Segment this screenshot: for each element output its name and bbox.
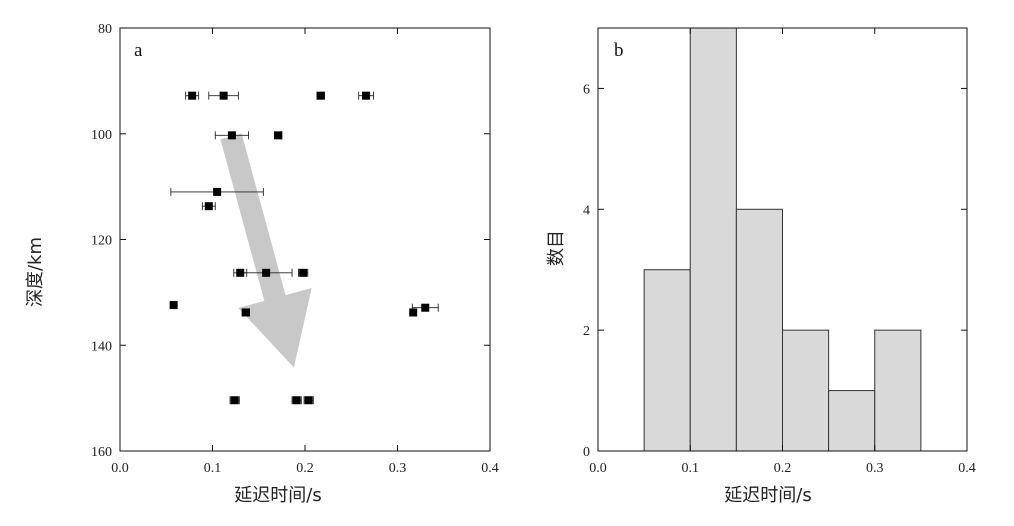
data-point bbox=[227, 131, 236, 140]
data-point bbox=[219, 91, 228, 100]
panel-a-label: a bbox=[134, 40, 143, 61]
histogram-bar bbox=[735, 208, 783, 452]
panel-a-scatter: 0.0 0.1 0.2 0.3 0.4 80 100 120 140 160 a 延迟时间/s 深… bbox=[25, 22, 499, 506]
data-point bbox=[262, 268, 271, 277]
x-tick-label: 0.1 bbox=[682, 461, 700, 476]
x-tick-label: 0.4 bbox=[958, 461, 976, 476]
y-tick-label: 0 bbox=[583, 445, 590, 460]
histogram-bar bbox=[782, 329, 830, 452]
panel-a-points bbox=[169, 91, 430, 405]
data-point bbox=[304, 396, 313, 405]
x-tick-label: 0.2 bbox=[296, 461, 314, 476]
panel-b-x-axis-title: 延迟时间/s bbox=[724, 485, 811, 506]
panel-b-y-axis-title: 数目 bbox=[546, 230, 567, 266]
histogram-bar bbox=[874, 329, 922, 452]
y-tick-label: 80 bbox=[98, 22, 112, 37]
data-point bbox=[299, 268, 308, 277]
panel-b-histogram: 0.0 0.1 0.2 0.3 0.4 0 2 4 6 b 延迟时间/s 数目 bbox=[546, 27, 976, 506]
panel-a-errorbars bbox=[170, 91, 439, 405]
data-point bbox=[362, 91, 371, 100]
panel-b-label: b bbox=[614, 40, 624, 61]
x-tick-label: 0.0 bbox=[589, 461, 607, 476]
data-point bbox=[409, 308, 418, 317]
data-point bbox=[169, 301, 178, 310]
data-point bbox=[316, 91, 325, 100]
panel-b-bars bbox=[643, 27, 922, 452]
x-tick-label: 0.4 bbox=[481, 461, 499, 476]
histogram-bar bbox=[689, 27, 737, 452]
data-point bbox=[241, 308, 250, 317]
x-tick-label: 0.3 bbox=[389, 461, 407, 476]
y-tick-label: 2 bbox=[583, 324, 590, 339]
x-tick-label: 0.1 bbox=[204, 461, 222, 476]
data-point bbox=[213, 187, 222, 196]
data-point bbox=[204, 202, 213, 211]
data-point bbox=[292, 396, 301, 405]
panel-a-y-axis-title: 深度/km bbox=[25, 237, 46, 307]
panel-b-ticks: 0.0 0.1 0.2 0.3 0.4 0 2 4 6 bbox=[583, 28, 976, 476]
y-tick-label: 160 bbox=[91, 445, 112, 460]
panel-a-frame bbox=[119, 27, 491, 452]
panel-a-x-axis-title: 延迟时间/s bbox=[234, 485, 321, 506]
y-tick-label: 140 bbox=[91, 339, 112, 354]
data-point bbox=[188, 91, 197, 100]
data-point bbox=[236, 268, 245, 277]
data-point bbox=[274, 131, 283, 140]
histogram-bar bbox=[828, 390, 876, 452]
data-point bbox=[421, 303, 430, 312]
trend-arrow bbox=[220, 133, 312, 368]
y-tick-label: 6 bbox=[583, 82, 590, 97]
panel-a-ticks: 0.0 0.1 0.2 0.3 0.4 80 100 120 140 160 bbox=[91, 22, 499, 476]
histogram-bar bbox=[643, 269, 691, 452]
y-tick-label: 120 bbox=[91, 234, 112, 249]
y-tick-label: 4 bbox=[583, 203, 590, 218]
y-tick-label: 100 bbox=[91, 128, 112, 143]
x-tick-label: 0.0 bbox=[111, 461, 129, 476]
trend-arrow-shape bbox=[220, 133, 312, 368]
x-tick-label: 0.3 bbox=[866, 461, 884, 476]
x-tick-label: 0.2 bbox=[774, 461, 792, 476]
data-point bbox=[230, 396, 239, 405]
